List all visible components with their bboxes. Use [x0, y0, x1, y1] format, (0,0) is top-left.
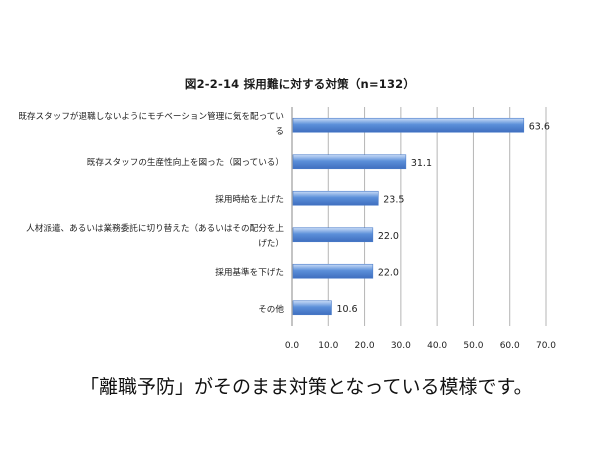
x-tick-label: 30.0	[391, 341, 411, 351]
bar-value-label: 31.1	[411, 158, 432, 169]
bar	[292, 117, 525, 133]
x-tick-label: 40.0	[427, 341, 447, 351]
x-tick-label: 10.0	[318, 341, 338, 351]
bar-value-label: 23.5	[383, 194, 404, 205]
category-label: 既存スタッフの生産性向上を図った（図っている）	[86, 158, 284, 168]
x-tick-label: 60.0	[500, 341, 520, 351]
bar	[292, 227, 374, 243]
x-tick-label: 20.0	[355, 341, 375, 351]
x-tick-label: 50.0	[463, 341, 483, 351]
bar-value-label: 10.6	[336, 304, 357, 315]
category-label: その他	[258, 305, 284, 315]
category-label: 人材派遣、あるいは業務委託に切り替えた（あるいはその配分を上げた）	[26, 224, 284, 249]
category-label: 採用時給を上げた	[215, 195, 284, 205]
x-tick-label: 0.0	[285, 341, 300, 351]
chart-title: 図2-2-14 採用難に対する対策（n=132）	[184, 77, 416, 91]
x-tick-label: 70.0	[536, 341, 556, 351]
bar	[292, 190, 379, 206]
bar-value-label: 63.6	[529, 121, 550, 132]
bar-value-label: 22.0	[378, 267, 399, 278]
bar-value-label: 22.0	[378, 231, 399, 242]
category-label: 採用基準を下げた	[215, 268, 284, 278]
bar	[292, 154, 407, 170]
bar	[292, 263, 374, 279]
category-label: 既存スタッフが退職しないようにモチベーション管理に気を配っている	[18, 112, 284, 137]
bar	[292, 300, 332, 316]
caption: 「離職予防」がそのまま対策となっている模様です。	[80, 376, 533, 398]
